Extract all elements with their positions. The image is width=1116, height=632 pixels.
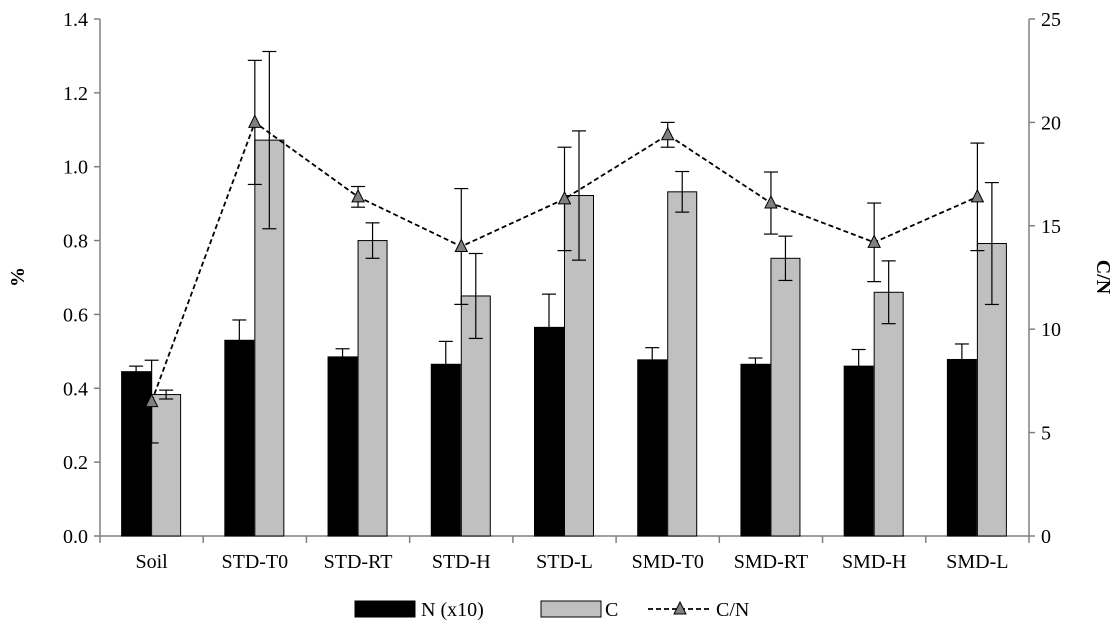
x-tick-label: SMD-T0 — [632, 551, 704, 573]
legend-label-cn: C/N — [716, 599, 749, 621]
cn-marker — [867, 234, 881, 248]
x-tick-label: SMD-H — [842, 551, 906, 573]
axis-labels: % C/N — [7, 260, 1114, 295]
c-bar — [770, 257, 801, 537]
cn-marker — [970, 188, 985, 203]
error-bars — [129, 50, 999, 400]
y-tick-label: 1.2 — [63, 83, 88, 105]
legend-marker-cn — [673, 600, 687, 615]
y2-axis-label: C/N — [1092, 260, 1114, 295]
x-tick-label: STD-RT — [324, 551, 393, 573]
y-tick-label: 1.4 — [63, 9, 88, 31]
x-tick-label: Soil — [135, 551, 168, 573]
legend-label-n: N (x10) — [421, 599, 484, 621]
legend: N (x10) C C/N — [354, 599, 749, 621]
c-bar — [667, 191, 698, 537]
y2-tick-label: 15 — [1041, 216, 1061, 238]
y-tick-label: 0.2 — [63, 452, 88, 474]
y-tick-label: 0.8 — [63, 231, 88, 253]
x-tick-label: STD-L — [536, 551, 593, 573]
x-tick-label: SMD-L — [946, 551, 1008, 573]
x-tick-label: SMD-RT — [734, 551, 808, 573]
y-tick-label: 0.4 — [63, 378, 88, 400]
y2-tick-label: 25 — [1041, 9, 1061, 31]
cn-line-series — [144, 59, 985, 444]
y2-tick-label: 5 — [1041, 423, 1051, 445]
y-tick-label: 0.6 — [63, 304, 88, 326]
n-bar — [327, 356, 358, 537]
bars — [121, 139, 1007, 537]
x-tick-label: STD-H — [432, 551, 491, 573]
n-bar — [946, 358, 977, 537]
c-bar — [151, 394, 182, 537]
n-bar — [121, 371, 152, 537]
y-axis-label: % — [7, 267, 29, 287]
n-bar — [534, 326, 564, 537]
cn-marker — [248, 114, 262, 128]
n-bar — [224, 339, 255, 537]
legend-swatch-n — [354, 600, 416, 618]
y2-tick-label: 0 — [1041, 526, 1051, 548]
cn-marker — [557, 190, 572, 205]
y-tick-label: 0.0 — [63, 526, 88, 548]
n-bar — [430, 363, 461, 537]
y2-tick-label: 20 — [1041, 112, 1061, 134]
legend-swatch-c — [540, 600, 602, 618]
cn-marker — [144, 393, 159, 408]
cn-line — [150, 120, 978, 402]
cn-marker — [660, 126, 675, 141]
cn-marker — [351, 188, 365, 203]
legend-label-c: C — [605, 599, 618, 621]
cn-marker — [454, 238, 469, 252]
n-bar — [637, 359, 668, 537]
c-bar — [873, 291, 904, 537]
c-bar — [357, 240, 388, 537]
n-bar — [740, 363, 771, 537]
y-tick-label: 1.0 — [63, 157, 88, 179]
n-bar — [843, 365, 874, 537]
cn-marker — [764, 194, 778, 209]
y2-tick-label: 10 — [1041, 319, 1061, 341]
x-tick-label: STD-T0 — [221, 551, 288, 573]
